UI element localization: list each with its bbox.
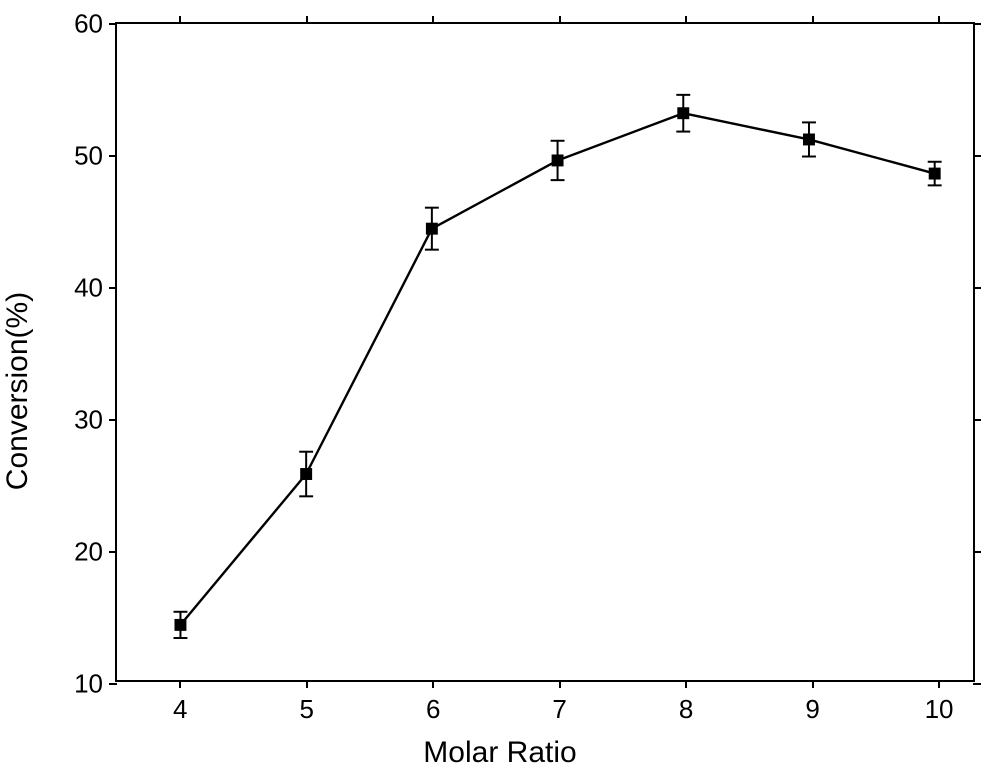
y-axis-label: Conversion(%) [1,292,35,490]
chart-container: Conversion(%) Molar Ratio 10203040506045… [0,0,1000,782]
x-tick-label: 8 [679,694,693,725]
data-marker [803,133,815,145]
series-line [180,113,934,625]
data-marker [174,619,186,631]
y-tick [109,287,117,289]
y-tick [109,155,117,157]
x-tick [812,16,814,24]
data-marker [552,154,564,166]
x-tick [938,16,940,24]
y-tick [109,551,117,553]
x-tick-label: 4 [173,694,187,725]
y-tick-label: 20 [74,537,103,568]
x-tick [559,16,561,24]
x-tick-label: 5 [299,694,313,725]
x-tick-label: 9 [805,694,819,725]
data-marker [929,168,941,180]
chart-svg [117,24,973,680]
x-tick [179,680,181,688]
y-tick [973,551,981,553]
x-tick-label: 7 [552,694,566,725]
y-tick-label: 10 [74,669,103,700]
x-tick [559,680,561,688]
y-tick [109,23,117,25]
y-tick [973,419,981,421]
data-marker [300,468,312,480]
y-tick [109,419,117,421]
x-tick [432,680,434,688]
y-tick [973,155,981,157]
x-tick [306,680,308,688]
y-tick-label: 40 [74,273,103,304]
x-tick [812,680,814,688]
y-tick-label: 50 [74,141,103,172]
x-axis-label: Molar Ratio [423,736,576,770]
y-tick-label: 60 [74,9,103,40]
x-tick [938,680,940,688]
y-tick [973,23,981,25]
x-tick-label: 10 [925,694,954,725]
y-tick [973,287,981,289]
x-tick-label: 6 [426,694,440,725]
y-tick [973,683,981,685]
y-tick-label: 30 [74,405,103,436]
y-tick [109,683,117,685]
x-tick [685,16,687,24]
data-marker [426,223,438,235]
x-tick [685,680,687,688]
x-tick [306,16,308,24]
plot-area: 10203040506045678910 [115,22,975,682]
data-marker [677,107,689,119]
x-tick [432,16,434,24]
x-tick [179,16,181,24]
